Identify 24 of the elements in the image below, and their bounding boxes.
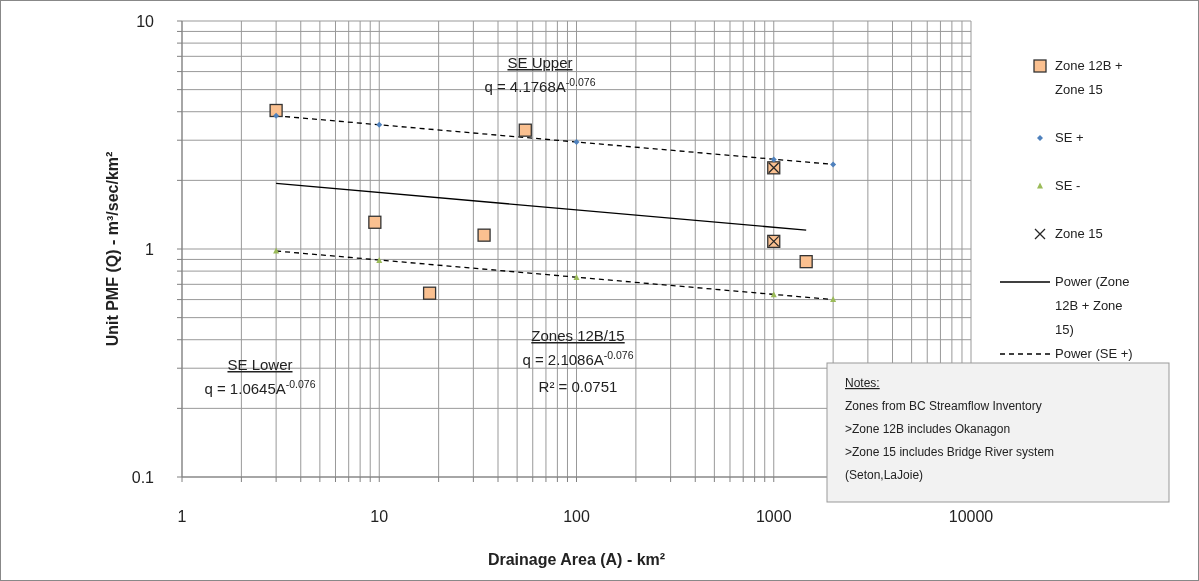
x-axis-title: Drainage Area (A) - km²: [487, 551, 666, 568]
legend-label: Power (SE +): [1055, 346, 1133, 361]
x-tick-label: 100: [563, 508, 590, 525]
annotation: SE Upper: [507, 54, 573, 71]
y-tick-label: 10: [136, 13, 155, 30]
y-axis-title: Unit PMF (Q) - m³/sec/km²: [104, 151, 121, 347]
y-tick-label: 0.1: [131, 469, 155, 486]
annotation: R² = 0.0751: [538, 378, 618, 395]
y-tick-label: 1: [145, 241, 155, 258]
x-tick-label: 10000: [948, 508, 994, 525]
legend-label: SE -: [1055, 178, 1081, 193]
annotation: q = 1.0645A$^{-0.076}$: [204, 378, 316, 397]
x-tick-label: 1000: [755, 508, 792, 525]
annotation: SE Lower: [227, 356, 293, 373]
legend-label: Power (Zone 12B + Zone 15): [1055, 274, 1130, 337]
legend-label: Zone 15: [1055, 226, 1103, 241]
annotation: Zones 12B/15: [531, 327, 625, 344]
x-tick-label: 1: [177, 508, 187, 525]
x-tick-label: 10: [370, 508, 389, 525]
annotation: q = 4.1768A$^{-0.076}$: [484, 76, 596, 95]
annotation: Notes: Zones from BC Streamflow Inventory >Zone 12B includes Okanagon >Zone 15 includes Bridge River system (Seton,LaJoie): [845, 376, 1055, 482]
legend-label: SE +: [1055, 130, 1084, 145]
legend-label: Zone 12B + Zone 15: [1055, 58, 1123, 97]
annotation: q = 2.1086A$^{-0.076}$: [522, 349, 634, 368]
